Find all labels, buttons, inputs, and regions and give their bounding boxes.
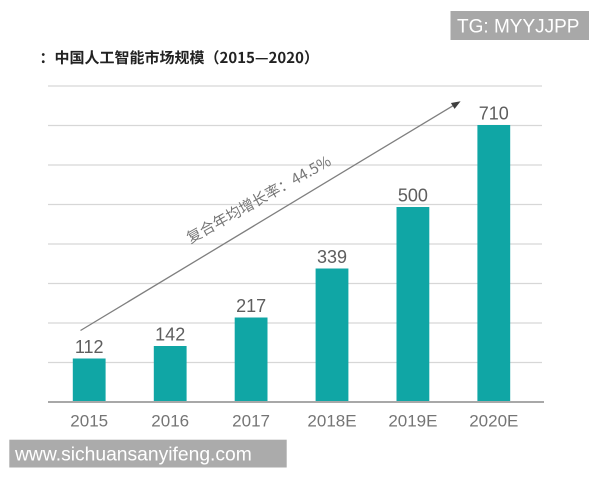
svg-text:2015: 2015 bbox=[70, 411, 108, 430]
svg-text:2019E: 2019E bbox=[388, 411, 437, 430]
svg-text:www.sichuansanyifeng.com: www.sichuansanyifeng.com bbox=[14, 445, 252, 466]
svg-text:2016: 2016 bbox=[151, 411, 189, 430]
svg-text:710: 710 bbox=[479, 104, 509, 124]
svg-text:2020E: 2020E bbox=[469, 411, 518, 430]
svg-text:TG: MYYJJPP: TG: MYYJJPP bbox=[457, 17, 579, 38]
svg-text:142: 142 bbox=[155, 325, 185, 345]
svg-text:339: 339 bbox=[317, 247, 347, 267]
svg-text:217: 217 bbox=[236, 296, 266, 316]
svg-text:112: 112 bbox=[75, 337, 104, 357]
svg-text:500: 500 bbox=[398, 186, 428, 206]
svg-text:2018E: 2018E bbox=[307, 411, 356, 430]
svg-text:2017: 2017 bbox=[232, 411, 270, 430]
